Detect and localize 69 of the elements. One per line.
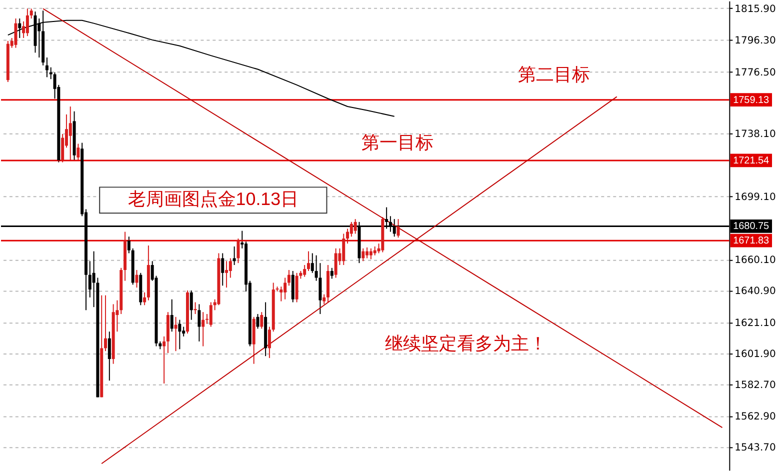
candlestick [295,272,298,303]
candlestick [182,326,186,337]
candlestick [135,270,138,288]
y-tick-label: 1796.30 [734,35,776,46]
candlestick [342,233,346,266]
candlestick [194,302,197,315]
annotation: 继续坚定看多为主！ [385,334,548,354]
candlestick [306,250,310,272]
candlestick [108,331,111,382]
candlestick [104,294,108,352]
ref-line-label: 1671.83 [733,236,770,247]
candlestick [162,336,166,384]
candlestick [334,248,338,278]
candlestick [30,8,33,19]
y-tick-label: 1621.10 [734,318,776,329]
candlestick [303,264,306,278]
candlestick [88,260,92,298]
annotation: 老周画图点金10.13日 [128,189,299,210]
candlestick [369,248,372,260]
candlestick [366,246,369,259]
candlestick [221,252,224,286]
candlestick [76,143,80,161]
y-tick-label: 1562.90 [734,412,776,423]
candlestick [232,246,236,266]
candlestick [330,267,334,280]
y-tick-label: 1776.50 [734,67,776,78]
y-tick-label: 1543.70 [734,442,776,454]
y-tick-label: 1601.90 [734,348,776,360]
candlestick [346,228,350,244]
candlestick [362,248,365,262]
candlestick [178,319,182,350]
candlestick [190,290,193,320]
candlestick [209,302,212,328]
candlestick [170,298,174,332]
candlestick [49,66,52,80]
y-tick-label: 1660.10 [734,255,776,266]
candlestick [228,258,232,278]
candlestick [310,252,314,274]
candlestick [14,18,18,48]
candlestick [287,270,290,286]
candlestick [143,292,146,306]
y-tick-label: 1582.70 [734,380,776,391]
ref-line-label: 1680.75 [733,221,770,232]
candlestick [61,133,64,163]
annotation: 第一目标 [361,132,434,152]
ref-line-label: 1759.13 [733,94,770,106]
y-tick-label: 1815.90 [734,4,776,15]
candlestick [45,57,48,78]
candlestick [350,221,353,238]
candlestick [322,294,326,305]
candlestick [225,260,228,288]
candlestick [174,316,178,352]
ref-line-label: 1721.54 [733,155,770,166]
candlestick [198,304,201,342]
candlestick [396,218,400,238]
y-tick-label: 1699.10 [734,192,776,204]
candlestick [68,106,72,161]
candlestick [26,8,29,37]
y-tick-label: 1640.90 [734,286,776,297]
candlestick [202,312,205,347]
candlestick [284,277,287,300]
candlestick [236,238,240,264]
candlestick [280,286,283,302]
candlestick [354,218,357,234]
candlestick [268,326,271,359]
y-tick-label: 1738.10 [734,129,776,140]
candlestick [260,312,264,330]
candlestick [127,236,130,254]
annotation: 第二目标 [518,64,590,85]
